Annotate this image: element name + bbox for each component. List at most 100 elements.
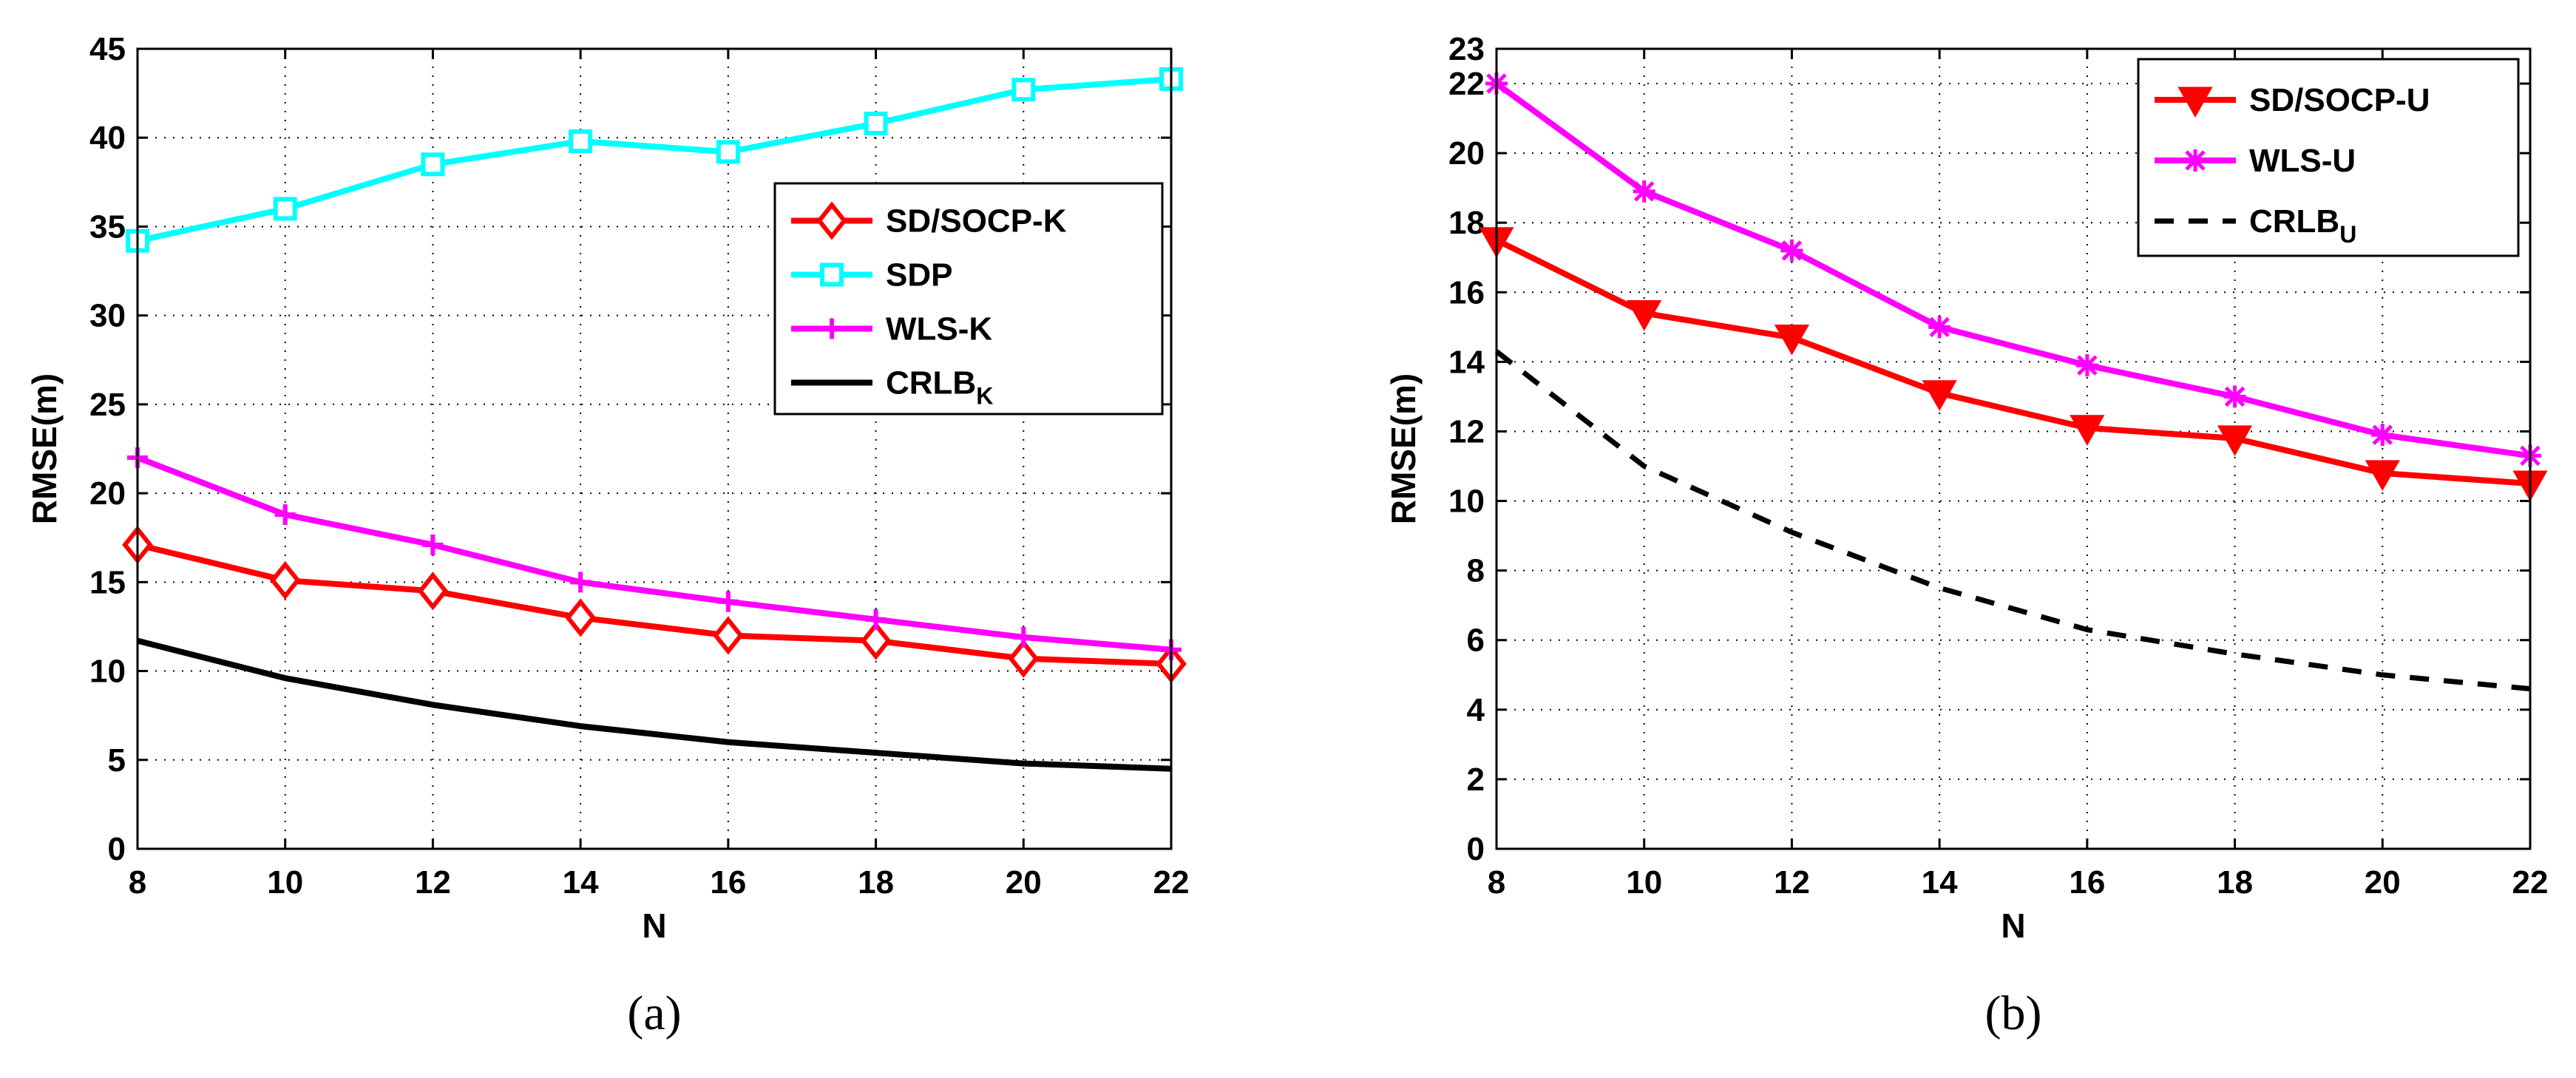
panel-a-series-sdp-line <box>137 75 1172 244</box>
panel-a-series-sdp-marker <box>273 197 297 221</box>
panel-b-series-sd-socp-u-line <box>1495 237 2531 487</box>
panel-a-series-wls-k-line <box>136 455 1172 653</box>
panel-a-series-wls-k-marker <box>865 609 887 630</box>
panel-b-series-wls-u-marker <box>2075 354 2098 377</box>
panel-a-series-wls-k-marker <box>422 534 444 555</box>
panel-b-series-wls-u-marker <box>2371 424 2394 447</box>
panel-a-x-axis-label: N <box>642 906 666 945</box>
panel-b-legend-wls-u-label-main: WLS-U <box>2249 143 2356 179</box>
panel-a-y-axis-label: RMSE(m) <box>25 373 64 524</box>
panel-a-y-tick-label: 25 <box>89 387 126 423</box>
panel-a-series-sd-socp-k-marker <box>417 572 449 611</box>
panel-a-series-sdp-marker <box>421 152 445 177</box>
panel-b-x-tick-label: 8 <box>1488 864 1505 901</box>
panel-b-series-sd-socp-u-marker <box>2070 415 2105 446</box>
panel-a-series-sdp-marker <box>569 129 593 154</box>
panel-a-legend-wls-k-marker <box>821 318 842 339</box>
panel-a-legend-sd-socp-k-label-main: SD/SOCP-K <box>886 203 1067 240</box>
panel-a-plot-area <box>138 49 1171 849</box>
panel-a-legend-crlb-k-label-main: CRLB <box>886 365 976 401</box>
panel-b-y-tick-label: 2 <box>1467 762 1485 798</box>
panel-a-series-sd-socp-k-marker <box>269 560 301 600</box>
panel-b-y-tick-label: 10 <box>1448 484 1485 520</box>
panel-a-y-tick-label: 5 <box>108 742 126 779</box>
panel-a-x-tick-label: 16 <box>710 864 746 901</box>
panel-a-series-wls-k-marker <box>1013 626 1034 648</box>
panel-b-x-tick-label: 12 <box>1774 864 1810 901</box>
panel-b-series-wls-u-marker <box>1780 239 1803 262</box>
panel-a-series-sdp-marker <box>864 111 888 135</box>
panel-b-axes-frame <box>1495 47 2532 850</box>
panel-b-y-tick-label: 23 <box>1448 31 1485 67</box>
panel-b-y-tick-label: 14 <box>1448 344 1485 380</box>
panel-b-series-sd-socp-u-marker <box>1627 300 1662 331</box>
panel-a-series-crlb-k-line <box>137 637 1172 772</box>
panel-b-x-tick-label: 22 <box>2512 864 2549 901</box>
panel-b-legend-crlb-u-label-subscript: U <box>2339 221 2356 248</box>
panel-a-legend-sd-socp-k-marker <box>816 201 847 240</box>
panel-a-y-tick-label: 45 <box>89 31 126 67</box>
panel-b-legend-sd-socp-u-marker <box>2177 87 2213 118</box>
panel-a-x-tick-label: 14 <box>563 864 599 901</box>
panel-a-series-sd-socp-k-marker <box>1008 639 1040 678</box>
panel-a-y-tick-label: 10 <box>89 654 126 690</box>
panel-b-series-wls-u-marker <box>2223 385 2246 408</box>
panel-b-y-tick-label: 6 <box>1467 623 1485 659</box>
panel-a-y-tick-label: 20 <box>89 475 126 512</box>
panel-a-legend-sdp-label-main: SDP <box>886 257 952 294</box>
panel-a-series-wls-k-marker <box>717 591 739 612</box>
panel-a-y-tick-label: 40 <box>89 120 126 156</box>
panel-a-x-tick-label: 18 <box>858 864 894 901</box>
panel-b-y-tick-label: 12 <box>1448 413 1485 450</box>
panel-a-series-sd-socp-k-marker <box>565 598 596 637</box>
panel-a-legend-sdp-marker <box>820 262 844 287</box>
panel-a-x-tick-label: 8 <box>129 864 146 901</box>
panel-b-y-tick-label: 4 <box>1467 692 1485 728</box>
panel-b-x-tick-label: 16 <box>2069 864 2105 901</box>
panel-b-series-sd-socp-u-marker <box>2217 425 2253 456</box>
panel-a-y-tick-label: 30 <box>89 298 126 334</box>
panel-a-series-sd-socp-k-line <box>137 541 1172 667</box>
panel-b-legend-crlb-u-label-main: CRLB <box>2249 203 2339 240</box>
panel-b-y-tick-label: 0 <box>1467 831 1485 867</box>
panel-b-y-tick-label: 16 <box>1448 274 1485 311</box>
panel-a-axes-frame <box>136 47 1173 850</box>
panel-b-caption: (b) <box>1985 986 2042 1040</box>
panel-a-legend-wls-k-label-main: WLS-K <box>886 311 992 348</box>
panel-b-series-sd-socp-u-marker <box>1922 380 1957 411</box>
panel-a-y-tick-label: 35 <box>89 209 126 245</box>
panel-a-x-tick-label: 10 <box>267 864 303 901</box>
panel-b-x-tick-label: 10 <box>1626 864 1662 901</box>
panel-a-legend-wls-k-label: WLS-K <box>886 311 992 348</box>
panel-b-x-tick-label: 18 <box>2217 864 2253 901</box>
panel-b-series-sd-socp-u-marker <box>2365 460 2400 491</box>
panel-a-legend-crlb-k-label-subscript: K <box>976 383 993 410</box>
panel-a-y-tick-label: 0 <box>108 831 126 867</box>
panel-b-x-tick-label: 14 <box>1922 864 1958 901</box>
panel-b-chart: 8 10 12 14 16 18 20 22024681012141618202223NRMS… <box>1384 31 2548 1040</box>
panel-a-x-tick-label: 12 <box>415 864 451 901</box>
panel-b-legend-wls-u-marker <box>2184 149 2206 172</box>
panel-a-legend-sdp-label: SDP <box>886 257 952 294</box>
panel-b-series-sd-socp-u-marker <box>1774 324 1810 356</box>
panel-a-legend-crlb-k-label: CRLBK <box>886 365 993 410</box>
panel-b-legend-wls-u-label: WLS-U <box>2249 143 2356 179</box>
panel-a-series-wls-k-marker <box>570 572 592 593</box>
panel-b-y-tick-label: 8 <box>1467 553 1485 589</box>
panel-b-x-axis-label: N <box>2001 906 2025 945</box>
panel-a-legend-sd-socp-k-label: SD/SOCP-K <box>886 203 1067 240</box>
panel-a-chart: 8 10 12 14 16 18 20 22 0 5 10 15 20 25 30 35 40 45 N RMSE(m… <box>25 31 1189 1040</box>
panel-b-legend-crlb-u-label: CRLBU <box>2249 203 2356 248</box>
panel-a-caption: (a) <box>627 986 681 1040</box>
panel-b-y-tick-label: 22 <box>1448 66 1485 102</box>
panel-b-y-axis-label: RMSE(m) <box>1384 373 1423 524</box>
panel-b-legend-sd-socp-u-label: SD/SOCP-U <box>2249 82 2430 118</box>
panel-b-series-wls-u-line <box>1494 81 2531 459</box>
panel-a-series-wls-k-marker <box>274 504 296 525</box>
panel-a-x-tick-label: 22 <box>1153 864 1190 901</box>
panel-a-x-tick-label: 20 <box>1006 864 1042 901</box>
panel-b-series-wls-u-marker <box>1928 316 1951 339</box>
panel-b-y-tick-label: 18 <box>1448 205 1485 241</box>
panel-a-y-tick-label: 15 <box>89 564 126 600</box>
